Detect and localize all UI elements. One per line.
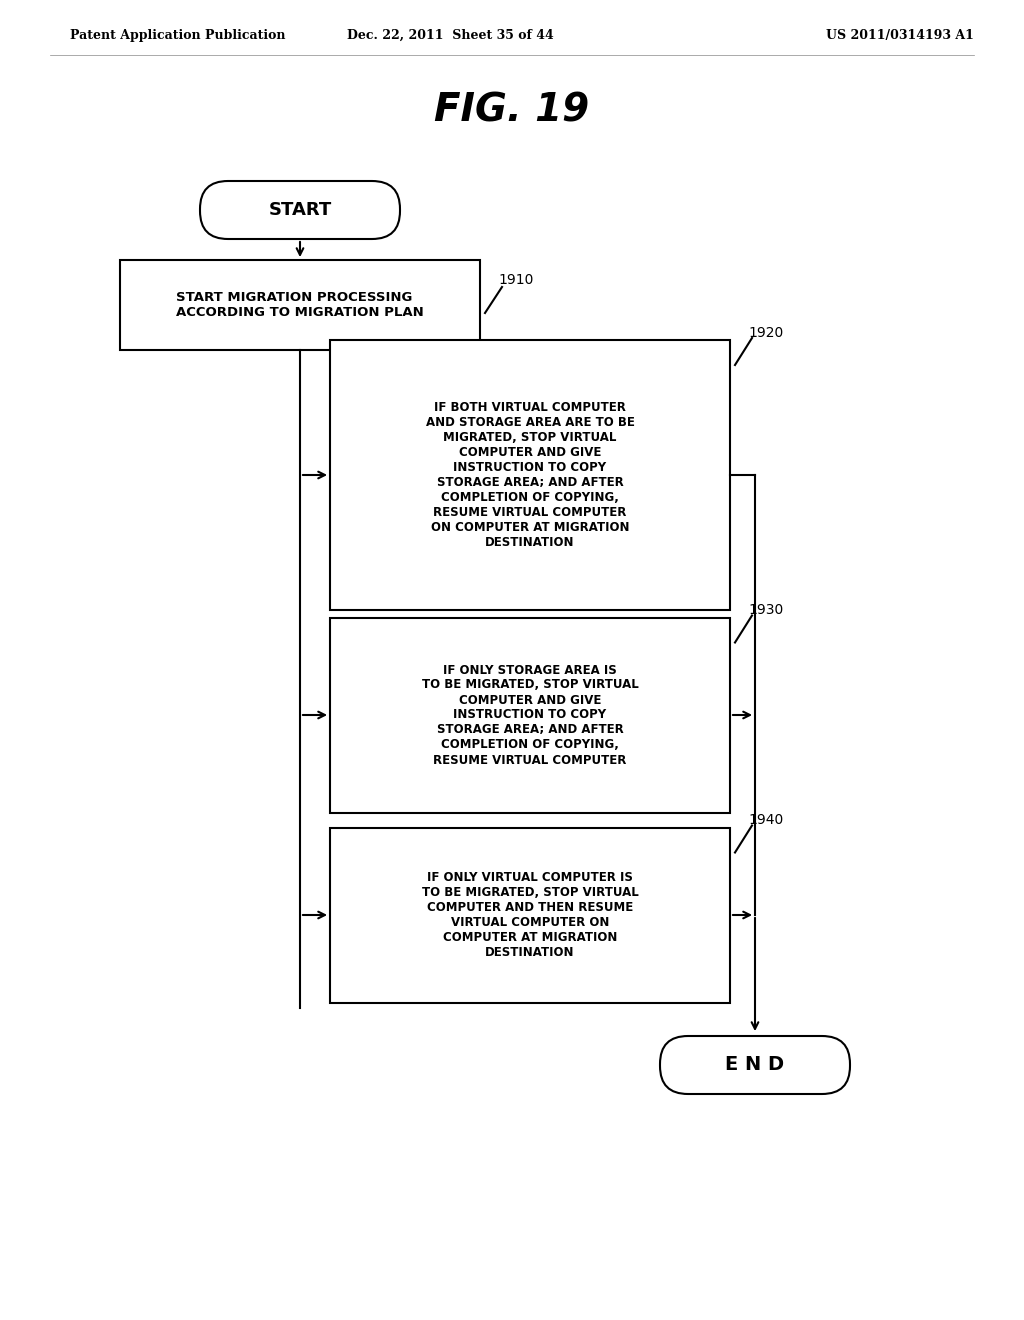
Bar [330, 618, 730, 813]
Text: Patent Application Publication: Patent Application Publication [70, 29, 286, 41]
Bar [330, 341, 730, 610]
Text: IF ONLY VIRTUAL COMPUTER IS
TO BE MIGRATED, STOP VIRTUAL
COMPUTER AND THEN RESUM: IF ONLY VIRTUAL COMPUTER IS TO BE MIGRAT… [422, 871, 638, 960]
Text: E N D: E N D [725, 1056, 784, 1074]
Text: FIG. 19: FIG. 19 [434, 91, 590, 129]
FancyBboxPatch shape [200, 181, 400, 239]
Text: 1930: 1930 [748, 603, 783, 618]
Text: IF BOTH VIRTUAL COMPUTER
AND STORAGE AREA ARE TO BE
MIGRATED, STOP VIRTUAL
COMPU: IF BOTH VIRTUAL COMPUTER AND STORAGE ARE… [426, 401, 635, 549]
Text: Dec. 22, 2011  Sheet 35 of 44: Dec. 22, 2011 Sheet 35 of 44 [347, 29, 553, 41]
FancyBboxPatch shape [660, 1036, 850, 1094]
Text: 1910: 1910 [498, 273, 534, 286]
Text: US 2011/0314193 A1: US 2011/0314193 A1 [826, 29, 974, 41]
Text: 1940: 1940 [748, 813, 783, 828]
Text: IF ONLY STORAGE AREA IS
TO BE MIGRATED, STOP VIRTUAL
COMPUTER AND GIVE
INSTRUCTI: IF ONLY STORAGE AREA IS TO BE MIGRATED, … [422, 664, 638, 767]
Bar [120, 260, 480, 350]
Text: 1920: 1920 [748, 326, 783, 341]
Text: START MIGRATION PROCESSING
ACCORDING TO MIGRATION PLAN: START MIGRATION PROCESSING ACCORDING TO … [176, 290, 424, 319]
Text: START: START [268, 201, 332, 219]
Bar [330, 828, 730, 1002]
